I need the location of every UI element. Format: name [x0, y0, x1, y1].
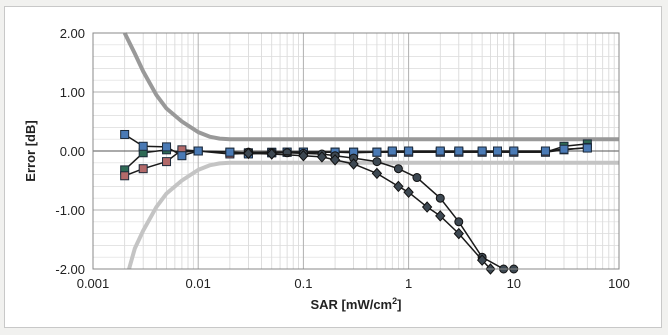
x-axis-title-end: ]	[397, 297, 401, 312]
square-marker	[493, 146, 503, 156]
square-marker	[435, 146, 445, 156]
plot-border	[92, 32, 620, 270]
diamond-marker	[453, 227, 464, 240]
diamond-marker	[435, 210, 446, 222]
x-tick-label: 1	[405, 276, 412, 291]
diamond-marker	[266, 148, 277, 160]
y-tick-labels: 2.00 1.00 0.00 -1.00 -2.00	[55, 26, 85, 277]
x-tick-label: 100	[608, 276, 630, 291]
series-line	[248, 152, 492, 270]
y-axis-title: Error [dB]	[23, 120, 38, 181]
x-tick-label: 0.01	[186, 276, 211, 291]
square-marker	[404, 146, 414, 156]
x-axis-title-main: SAR [mW/cm	[311, 297, 393, 312]
square-marker	[582, 143, 592, 153]
square-marker	[162, 157, 172, 167]
square-marker	[509, 146, 519, 156]
square-marker	[120, 129, 130, 139]
square-marker	[138, 164, 148, 174]
diamond-marker	[298, 149, 309, 162]
y-tick-label: -2.00	[55, 262, 85, 277]
y-tick-label: -1.00	[55, 203, 85, 218]
square-marker	[120, 171, 130, 181]
diamond-marker	[243, 147, 254, 160]
series-layer	[120, 32, 619, 275]
x-tick-labels: 0.001 0.01 0.1 1 10 100	[77, 276, 630, 291]
y-tick-label: 0.00	[60, 144, 85, 159]
sar-error-chart: 2.00 1.00 0.00 -1.00 -2.00 0.001 0.01 0.1 1 10 10…	[23, 26, 630, 312]
diamond-marker	[316, 151, 328, 163]
x-tick-label: 10	[507, 276, 521, 291]
square-marker	[138, 141, 148, 151]
chart-frame: 2.00 1.00 0.00 -1.00 -2.00 0.001 0.01 0.1 1 10 10…	[4, 6, 662, 328]
square-marker	[177, 151, 187, 161]
square-marker	[559, 144, 569, 154]
diamond-marker	[393, 180, 404, 193]
square-marker	[540, 146, 550, 156]
circle-marker	[393, 164, 403, 174]
circle-marker	[454, 217, 464, 227]
y-tick-label: 2.00	[60, 26, 85, 41]
diamond-marker	[371, 167, 383, 180]
square-marker	[372, 147, 382, 157]
diamond-marker	[329, 154, 341, 166]
series-0-upper-limit-band	[122, 32, 619, 142]
diamond-marker	[421, 201, 433, 213]
limit-line	[122, 32, 619, 142]
square-marker	[477, 146, 487, 156]
series-1-lower-limit-band	[127, 160, 619, 270]
circle-marker	[372, 157, 382, 167]
x-tick-label: 0.001	[77, 276, 110, 291]
diamond-marker	[476, 254, 488, 266]
x-tick-label: 0.1	[294, 276, 312, 291]
circle-marker	[412, 173, 422, 183]
x-axis-title-sup: 2	[392, 296, 397, 306]
square-marker	[454, 146, 464, 156]
limit-line	[127, 160, 619, 270]
series-4-curve	[120, 129, 592, 161]
square-marker	[193, 146, 203, 156]
diamond-marker	[348, 158, 359, 170]
diamond-marker	[403, 186, 414, 199]
series-6-curve	[243, 147, 496, 275]
y-tick-label: 1.00	[60, 85, 85, 100]
square-marker	[162, 142, 172, 152]
square-marker	[225, 147, 235, 157]
square-marker	[387, 146, 397, 156]
x-axis-title: SAR [mW/cm2]	[311, 296, 402, 312]
circle-marker	[435, 193, 445, 203]
